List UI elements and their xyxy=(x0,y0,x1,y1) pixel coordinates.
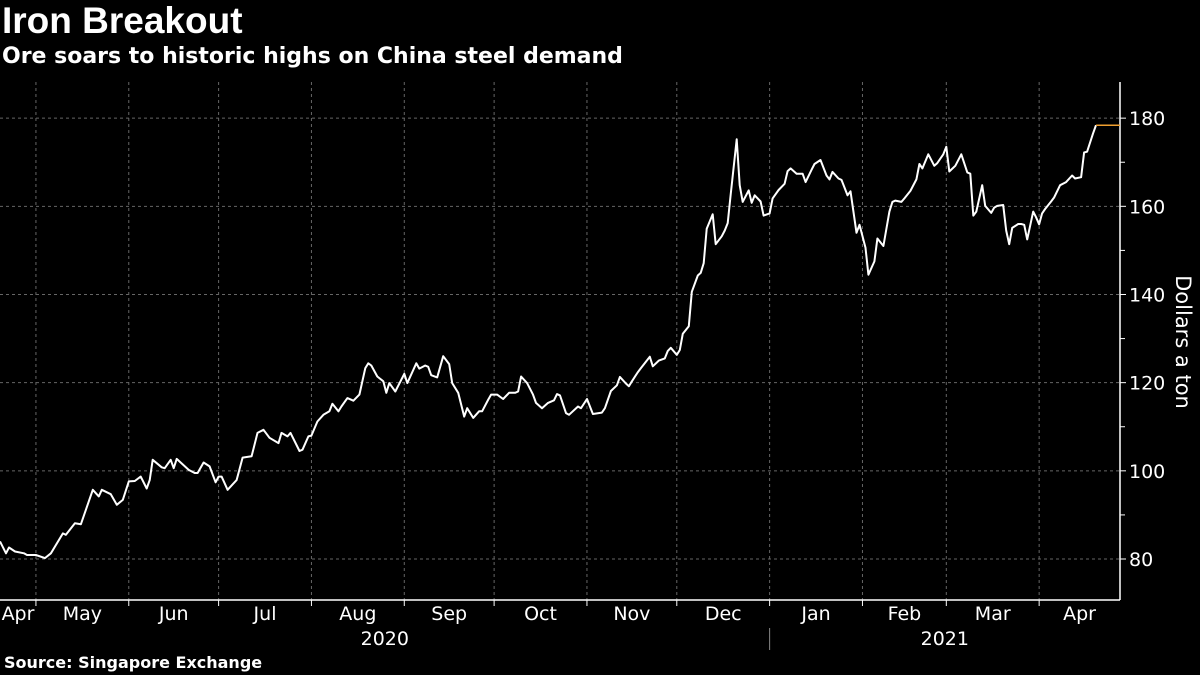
x-tick-label: Mar xyxy=(975,603,1011,625)
y-axis-label: Dollars a ton xyxy=(1171,275,1195,409)
y-tick-label: 100 xyxy=(1129,461,1165,483)
gridlines xyxy=(0,82,1120,600)
x-tick-label: Apr xyxy=(1063,603,1096,625)
source-note: Source: Singapore Exchange xyxy=(4,653,263,672)
y-axis: 80 100 120 140 160 180 xyxy=(1119,82,1165,600)
x-tick-label: Apr xyxy=(2,603,35,625)
x-tick-label: Jun xyxy=(158,603,189,625)
y-tick-label: 160 xyxy=(1129,196,1165,218)
series-layer xyxy=(0,124,1120,560)
x-tick-label: Dec xyxy=(705,603,742,625)
chart-subtitle: Ore soars to historic highs on China ste… xyxy=(2,44,623,69)
year-label: 2020 xyxy=(361,628,409,650)
x-tick-label: Aug xyxy=(339,603,376,625)
x-axis: Apr May Jun Jul Aug Sep Oct Nov Dec Jan Feb Mar Apr 2… xyxy=(0,599,1120,650)
x-tick-label: Sep xyxy=(431,603,467,625)
y-tick-label: 80 xyxy=(1129,549,1153,571)
x-tick-label: Feb xyxy=(888,603,922,625)
year-label: 2021 xyxy=(921,628,969,650)
x-tick-label: Nov xyxy=(613,603,650,625)
x-tick-label: May xyxy=(63,603,102,625)
price-line xyxy=(0,124,1097,560)
x-tick-label: Oct xyxy=(524,603,557,625)
x-tick-label: Jul xyxy=(253,603,277,625)
chart-title: Iron Breakout xyxy=(2,0,243,41)
y-tick-label: 180 xyxy=(1129,108,1165,130)
y-tick-label: 140 xyxy=(1129,284,1165,306)
y-tick-label: 120 xyxy=(1129,373,1165,395)
x-tick-label: Jan xyxy=(800,603,830,625)
